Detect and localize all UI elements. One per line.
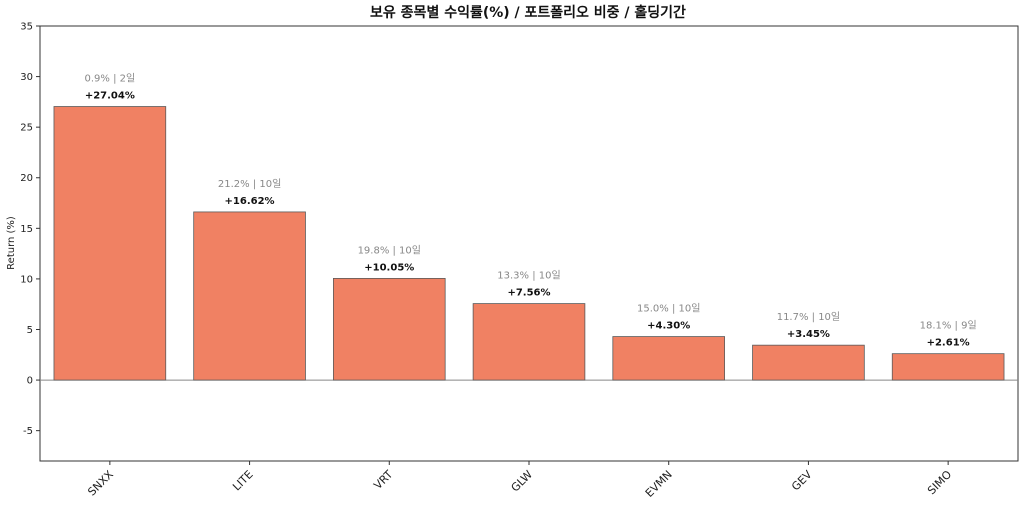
weight-holding-label: 18.1% | 9일 (920, 320, 977, 332)
weight-holding-label: 0.9% | 2일 (85, 73, 136, 85)
x-tick-label: GLW (509, 468, 536, 495)
bar-gev (752, 344, 865, 381)
x-tick-label: SNXX (85, 468, 116, 499)
bar-evmn (612, 336, 725, 381)
bar-glw (472, 303, 586, 381)
chart-title: 보유 종목별 수익률(%) / 포트폴리오 비중 / 홀딩기간 (370, 4, 686, 21)
value-label: +7.56% (507, 288, 550, 299)
value-label: +16.62% (225, 196, 275, 207)
bar-vrt (332, 278, 446, 381)
plot-area: -5 0 5 10 15 20 25 30 35 +27.04% 0.9% | 2일 SNXX +16.… (20, 22, 1019, 500)
bar-simo (891, 353, 1005, 381)
value-label: +3.45% (787, 329, 830, 340)
y-tick-label: -5 (23, 426, 33, 437)
weight-holding-label: 13.3% | 10일 (497, 270, 560, 282)
y-tick-label: 35 (20, 22, 33, 33)
x-tick-label: GEV (789, 468, 815, 494)
value-label: +4.30% (647, 321, 690, 332)
x-tick-label: EVMN (643, 468, 675, 500)
y-tick-label: 25 (20, 123, 33, 134)
weight-holding-label: 19.8% | 10일 (358, 244, 421, 256)
y-tick-label: 5 (27, 325, 33, 336)
value-label: +10.05% (364, 262, 414, 273)
plot-frame (39, 25, 1019, 462)
x-tick-label: SIMO (925, 468, 954, 497)
weight-holding-label: 11.7% | 10일 (777, 311, 840, 323)
y-axis-label: Return (%) (6, 216, 17, 270)
weight-holding-label: 15.0% | 10일 (637, 303, 700, 315)
y-tick-label: 10 (20, 274, 33, 285)
x-tick-label: VRT (371, 468, 395, 492)
bar-lite (193, 211, 306, 381)
x-tick-label: LITE (230, 468, 256, 494)
y-tick-label: 30 (20, 72, 33, 83)
y-tick-label: 15 (20, 224, 33, 235)
y-tick-label: 0 (27, 376, 33, 387)
value-label: +27.04% (85, 91, 135, 102)
bar-snxx (53, 106, 167, 381)
value-label: +2.61% (927, 338, 970, 349)
weight-holding-label: 21.2% | 10일 (218, 178, 281, 190)
y-tick-label: 20 (20, 173, 33, 184)
